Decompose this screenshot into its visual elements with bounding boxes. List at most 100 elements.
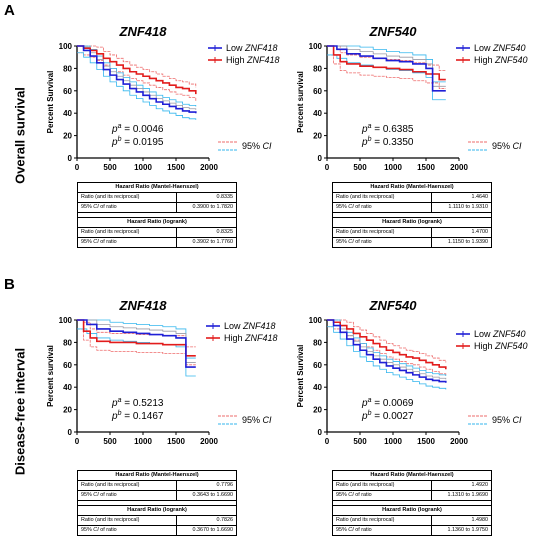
y-tick-label: 80 — [63, 64, 72, 73]
low-ci-lower-line — [327, 326, 447, 390]
row-label: Ratio (and its reciprocal) — [78, 228, 177, 237]
y-tick-label: 0 — [318, 154, 323, 163]
high-ci-lower-line — [77, 328, 196, 366]
row-label: Ratio (and its reciprocal) — [333, 193, 432, 202]
table-row: 95% CI of ratio 0.3643 to 1.6690 — [78, 491, 236, 501]
p-value-a: pa = 0.0069 — [361, 397, 414, 409]
table-row: Ratio (and its reciprocal) 0.8335 — [78, 193, 236, 203]
p-value-a: pa = 0.0046 — [111, 123, 164, 135]
p-value-b: pb = 0.3350 — [361, 136, 414, 148]
row-label: 95% CI of ratio — [333, 526, 432, 535]
x-tick-label: 1500 — [167, 163, 185, 172]
table-row: Ratio (and its reciprocal) 0.7826 — [78, 516, 236, 526]
y-tick-label: 80 — [63, 338, 72, 347]
row-label: 95% CI of ratio — [78, 238, 177, 247]
x-tick-label: 0 — [75, 437, 80, 446]
row-label: 95% CI of ratio — [78, 526, 177, 535]
legend-ci-label: 95% CI — [242, 141, 272, 151]
series-low-line — [327, 319, 447, 383]
chart-a-znf540: ZNF5400204060801000500100015002000DaysPe… — [296, 24, 528, 172]
row-value: 1.4980 — [471, 517, 489, 523]
table-row: 95% CI of ratio 1.1310 to 1.9690 — [333, 491, 491, 501]
legend-low-label: Low ZNF418 — [224, 321, 276, 331]
row-label: Ratio (and its reciprocal) — [78, 516, 177, 525]
table-row: 95% CI of ratio 1.1360 to 1.9750 — [333, 526, 491, 535]
row-label: Ratio (and its reciprocal) — [333, 481, 432, 490]
y-tick-label: 0 — [318, 428, 323, 437]
y-axis-label: Percent Survival — [296, 345, 305, 408]
x-tick-label: 500 — [353, 437, 367, 446]
y-tick-label: 40 — [63, 383, 72, 392]
panel-letter-a: A — [4, 2, 15, 19]
low-ci-upper-line — [77, 45, 197, 107]
row-value: 1.1110 to 1.9310 — [448, 204, 488, 210]
legend-low-label: Low ZNF540 — [474, 329, 526, 339]
y-tick-label: 60 — [313, 87, 322, 96]
panel-letter-b: B — [4, 276, 15, 293]
y-tick-label: 40 — [63, 109, 72, 118]
chart-a-znf418: ZNF4180204060801000500100015002000DaysPe… — [46, 24, 280, 172]
y-tick-label: 100 — [309, 316, 323, 325]
y-tick-label: 60 — [63, 361, 72, 370]
low-ci-upper-line — [327, 319, 447, 376]
row-value: 0.7796 — [216, 482, 234, 488]
table-row: 95% CI of ratio 0.3670 to 1.6690 — [78, 526, 236, 535]
chart-b-znf540: ZNF5400204060801000500100015002000DaysPe… — [296, 298, 528, 446]
table-row: Ratio (and its reciprocal) 1.4920 — [333, 481, 491, 491]
table-heading: Hazard Ratio (Mantel-Haenszel) — [78, 471, 236, 481]
hazard-table-a-znf540: Hazard Ratio (Mantel-Haenszel) Ratio (an… — [332, 182, 492, 248]
legend-high-label: High ZNF418 — [226, 55, 280, 65]
row-value: 0.8335 — [216, 194, 234, 200]
row-value: 1.4700 — [471, 229, 489, 235]
hazard-table-a-znf418: Hazard Ratio (Mantel-Haenszel) Ratio (an… — [77, 182, 237, 248]
series-high-line — [327, 45, 446, 81]
table-heading: Hazard Ratio (Mantel-Haenszel) — [333, 471, 491, 481]
y-axis-label: Percent survival — [46, 345, 55, 407]
x-tick-label: 0 — [325, 163, 330, 172]
legend-high-label: High ZNF540 — [474, 341, 528, 351]
x-tick-label: 2000 — [200, 163, 218, 172]
y-axis-label: Percent Survival — [46, 71, 55, 134]
legend-high-label: High ZNF540 — [474, 55, 528, 65]
x-tick-label: 0 — [325, 437, 330, 446]
chart-title: ZNF540 — [369, 24, 418, 39]
row-value: 0.3670 to 1.6690 — [192, 527, 233, 533]
y-tick-label: 80 — [313, 338, 322, 347]
y-tick-label: 20 — [63, 406, 72, 415]
hazard-table-b-znf418: Hazard Ratio (Mantel-Haenszel) Ratio (an… — [77, 470, 237, 536]
row-label: Ratio (and its reciprocal) — [78, 193, 177, 202]
row-value: 0.3900 to 1.7820 — [192, 204, 233, 210]
table-row: Ratio (and its reciprocal) 1.4700 — [333, 228, 491, 238]
y-tick-label: 100 — [59, 42, 73, 51]
table-heading: Hazard Ratio (logrank) — [333, 506, 491, 516]
x-tick-label: 1000 — [134, 163, 152, 172]
row-label: 95% CI of ratio — [333, 491, 432, 500]
y-tick-label: 20 — [313, 406, 322, 415]
row-value: 1.4640 — [471, 194, 489, 200]
row-value: 0.7826 — [216, 517, 234, 523]
p-value-b: pb = 0.1467 — [111, 410, 164, 422]
row-label: 95% CI of ratio — [333, 203, 432, 212]
p-value-a: pa = 0.6385 — [361, 123, 414, 135]
x-tick-label: 1500 — [417, 163, 435, 172]
x-tick-label: 0 — [75, 163, 80, 172]
row-label: 95% CI of ratio — [333, 238, 432, 247]
low-ci-upper-line — [327, 45, 446, 83]
series-high-line — [327, 319, 447, 370]
x-tick-label: 2000 — [200, 437, 218, 446]
y-tick-label: 100 — [309, 42, 323, 51]
x-tick-label: 2000 — [450, 437, 468, 446]
legend-low-label: Low ZNF418 — [226, 43, 278, 53]
row-value: 1.1150 to 1.9390 — [447, 239, 488, 245]
y-tick-label: 0 — [68, 428, 73, 437]
row-label: 95% CI of ratio — [78, 491, 177, 500]
series-low-line — [77, 319, 196, 368]
legend-ci-label: 95% CI — [492, 415, 522, 425]
high-ci-upper-line — [327, 319, 447, 363]
table-row: 95% CI of ratio 0.3902 to 1.7760 — [78, 238, 236, 247]
x-tick-label: 1500 — [167, 437, 185, 446]
table-heading: Hazard Ratio (logrank) — [333, 218, 491, 228]
high-ci-lower-line — [77, 52, 197, 101]
row-value: 1.1310 to 1.9690 — [447, 492, 488, 498]
table-row: 95% CI of ratio 1.1110 to 1.9310 — [333, 203, 491, 213]
